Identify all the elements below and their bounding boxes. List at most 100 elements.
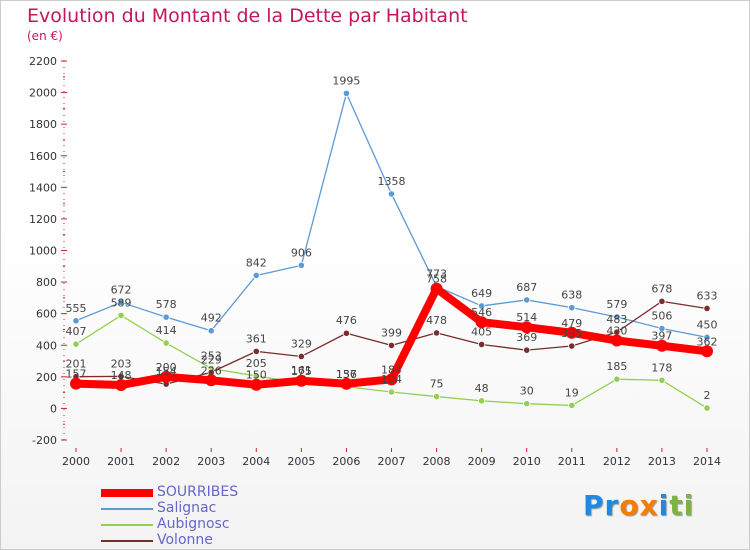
data-point-salignac — [72, 317, 80, 325]
y-tick-label: 200 — [36, 371, 57, 384]
logo-letter: o — [619, 489, 640, 522]
data-label-volonne: 633 — [697, 289, 718, 302]
data-label-aubignosc: 414 — [156, 324, 177, 337]
data-label-salignac: 672 — [111, 283, 132, 296]
data-point-aubignosc — [613, 375, 621, 383]
y-tick-label: 600 — [36, 308, 57, 321]
y-tick-label: -200 — [32, 434, 57, 447]
data-label-sourribes: 226 — [201, 364, 222, 377]
data-label-salignac: 492 — [201, 312, 222, 325]
data-label-sourribes: 430 — [606, 325, 627, 338]
y-tick-label: 1800 — [29, 118, 57, 131]
data-label-volonne: 483 — [606, 313, 627, 326]
x-tick-label: 2005 — [287, 455, 315, 468]
data-point-sourribes — [340, 377, 353, 390]
data-label-sourribes: 184 — [381, 363, 402, 376]
data-point-volonne — [387, 341, 396, 350]
data-point-aubignosc — [72, 340, 80, 348]
legend-swatch-sourribes — [101, 489, 153, 497]
data-point-aubignosc — [478, 397, 486, 405]
logo-letter: i — [658, 489, 670, 522]
data-label-aubignosc: 205 — [246, 357, 267, 370]
data-label-salignac: 906 — [291, 246, 312, 259]
y-tick-label: 1200 — [29, 213, 57, 226]
data-point-aubignosc — [658, 376, 666, 384]
logo-letter: r — [604, 489, 620, 522]
data-point-salignac — [703, 333, 711, 341]
data-label-sourribes: 546 — [471, 306, 492, 319]
data-point-volonne — [297, 352, 305, 361]
data-label-aubignosc: 589 — [111, 296, 132, 309]
data-label-aubignosc: 19 — [565, 386, 579, 399]
data-label-volonne: 399 — [381, 326, 402, 339]
data-point-sourribes — [430, 282, 443, 295]
data-label-salignac: 638 — [561, 289, 582, 302]
logo-letter: x — [639, 489, 659, 522]
data-point-aubignosc — [568, 401, 576, 410]
data-point-salignac — [568, 304, 576, 312]
data-point-volonne — [252, 347, 260, 356]
data-point-sourribes — [701, 345, 713, 358]
data-label-sourribes: 156 — [336, 368, 357, 381]
data-label-sourribes: 397 — [651, 330, 672, 343]
data-point-volonne — [432, 329, 441, 337]
data-label-volonne: 369 — [516, 331, 537, 344]
legend-swatch-volonne — [101, 540, 153, 542]
data-point-salignac — [613, 313, 621, 321]
y-tick-label: 0 — [50, 402, 57, 415]
data-label-salignac: 506 — [651, 310, 672, 323]
data-point-aubignosc — [432, 392, 441, 401]
data-point-volonne — [568, 342, 576, 350]
legend-label-aubignosc: Aubignosc — [157, 516, 230, 532]
data-label-aubignosc: 178 — [651, 361, 672, 374]
x-tick-label: 2014 — [693, 455, 721, 468]
data-point-volonne — [703, 304, 711, 313]
data-label-aubignosc: 407 — [66, 325, 87, 338]
data-label-volonne: 361 — [246, 332, 267, 345]
y-tick-label: 1400 — [29, 181, 57, 194]
data-point-sourribes — [295, 374, 308, 387]
y-tick-label: 1000 — [29, 245, 57, 258]
data-label-salignac: 687 — [516, 281, 537, 294]
data-label-sourribes: 514 — [516, 311, 537, 324]
data-point-sourribes — [610, 334, 623, 347]
data-label-sourribes: 157 — [66, 368, 87, 381]
data-point-salignac — [342, 89, 351, 97]
data-point-salignac — [523, 296, 531, 304]
x-tick-label: 2009 — [468, 455, 496, 468]
logo-letter: t — [669, 489, 684, 522]
logo-letter: i — [683, 489, 695, 522]
data-point-salignac — [387, 190, 396, 198]
data-point-sourribes — [655, 339, 668, 352]
data-label-aubignosc: 253 — [201, 349, 222, 362]
data-label-volonne: 476 — [336, 314, 357, 327]
data-label-volonne: 395 — [561, 327, 582, 340]
data-label-volonne: 678 — [651, 282, 672, 295]
data-label-volonne: 154 — [156, 365, 177, 378]
data-point-volonne — [342, 329, 351, 337]
data-point-sourribes — [205, 374, 218, 387]
data-point-volonne — [658, 297, 666, 305]
data-label-salignac: 1995 — [332, 74, 360, 87]
data-label-aubignosc: 30 — [520, 385, 534, 398]
data-label-volonne: 478 — [426, 314, 447, 327]
legend-label-sourribes: SOURRIBES — [157, 484, 239, 500]
proxiti-logo: Proxiti — [583, 489, 694, 522]
data-label-sourribes: 479 — [561, 317, 582, 330]
data-label-salignac: 579 — [606, 298, 627, 311]
chart-title: Evolution du Montant de la Dette par Hab… — [27, 5, 468, 27]
data-point-sourribes — [565, 326, 578, 339]
data-point-salignac — [117, 298, 125, 306]
x-tick-label: 2006 — [332, 455, 360, 468]
data-label-sourribes: 148 — [111, 369, 132, 382]
data-label-salignac: 649 — [471, 287, 492, 300]
y-tick-label: 1600 — [29, 150, 57, 163]
data-point-sourribes — [475, 316, 488, 329]
data-label-volonne: 201 — [66, 358, 87, 371]
data-label-volonne: 405 — [471, 325, 492, 338]
data-label-volonne: 229 — [201, 353, 222, 366]
data-label-salignac: 1358 — [378, 175, 406, 188]
chart-subtitle: (en €) — [27, 29, 63, 43]
x-tick-label: 2004 — [242, 455, 270, 468]
y-tick-label: 800 — [36, 276, 57, 289]
